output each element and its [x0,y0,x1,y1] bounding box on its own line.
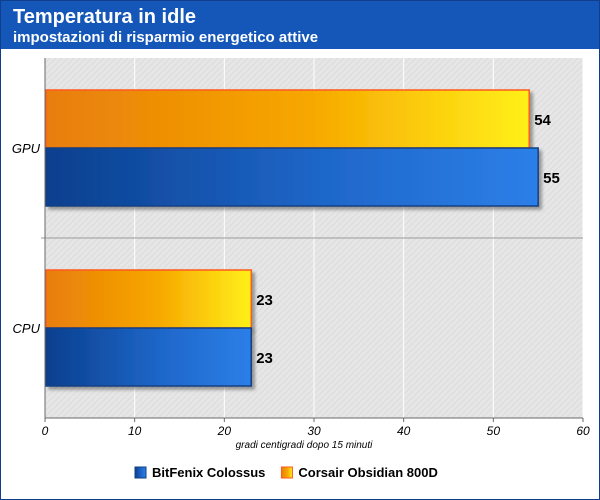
bar-value-label: 23 [256,292,273,309]
bar-gpu-bitfenix-colossus [45,147,539,207]
x-axis-label: gradi centigradi dopo 15 minuti [236,440,374,451]
category-label: GPU [12,141,41,156]
legend-swatch [134,466,147,479]
x-tick-label: 10 [128,424,142,438]
bar-gpu-corsair-obsidian-800d [45,89,530,149]
legend-label: BitFenix Colossus [152,465,265,480]
legend-label: Corsair Obsidian 800D [298,465,437,480]
x-tick-label: 60 [576,424,590,438]
x-tick-label: 50 [487,424,501,438]
x-tick-label: 0 [42,424,49,438]
x-tick-label: 30 [307,424,321,438]
bar-value-label: 55 [543,170,560,187]
chart-subtitle: impostazioni di risparmio energetico att… [13,29,319,46]
bar-cpu-bitfenix-colossus [45,327,252,387]
bar-cpu-corsair-obsidian-800d [45,269,252,329]
legend-swatch [280,466,293,479]
category-label: CPU [13,321,41,336]
x-tick-label: 40 [397,424,411,438]
bar-value-label: 23 [256,350,273,367]
x-tick-label: 20 [217,424,232,438]
bar-value-label: 54 [534,112,551,129]
chart-header: Temperatura in idle impostazioni di risp… [1,1,599,49]
chart-title: Temperatura in idle [13,6,197,28]
